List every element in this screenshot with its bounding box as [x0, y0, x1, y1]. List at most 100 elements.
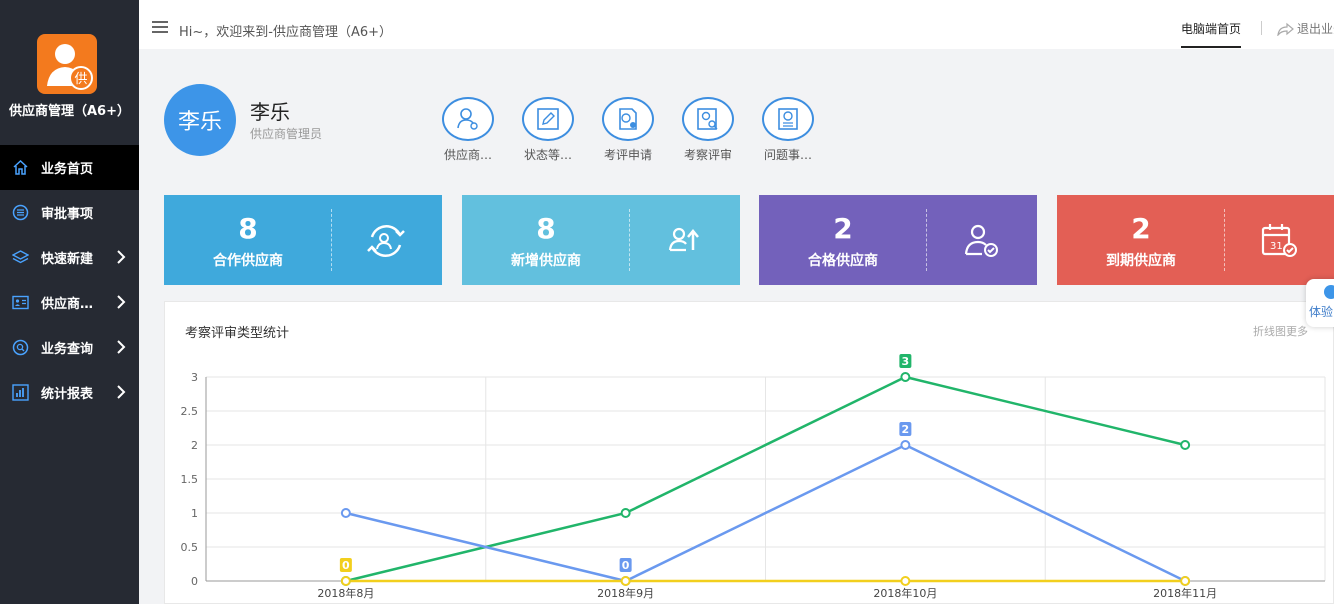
- data-point: [620, 576, 631, 586]
- quick-action-label: 考察评审: [683, 148, 732, 162]
- experience-button[interactable]: 体验: [1306, 279, 1334, 327]
- data-point: [1180, 576, 1191, 586]
- app-logo: 供: [37, 34, 97, 94]
- stat-card-new[interactable]: 8 新增供应商: [462, 195, 740, 285]
- user-name: 李乐: [250, 100, 290, 124]
- chevron-right-icon: [117, 385, 126, 399]
- quick-action-evaluation-apply[interactable]: 考评申请: [590, 97, 666, 163]
- data-point: [620, 508, 631, 518]
- sidebar-item-label: 统计报表: [41, 387, 94, 402]
- user-up-icon: [662, 219, 706, 263]
- quick-action-label: 状态等…: [523, 148, 572, 162]
- y-tick-label: 1: [191, 507, 198, 520]
- user-plus-icon: [457, 108, 478, 130]
- y-tick-label: 2.5: [181, 405, 199, 418]
- chart-more-link[interactable]: 折线图更多: [1253, 325, 1308, 338]
- data-point: [900, 576, 911, 586]
- sidebar-item-query[interactable]: 业务查询: [0, 325, 139, 370]
- stat-value: 2: [833, 212, 853, 245]
- sidebar-item-quick-create[interactable]: 快速新建: [0, 235, 139, 280]
- logout-label: 退出业务: [1297, 22, 1334, 36]
- data-label: 3: [902, 355, 910, 368]
- quick-action-issues[interactable]: 问题事…: [750, 97, 826, 163]
- list-circle-icon: [12, 204, 29, 221]
- document-info-icon: [619, 108, 637, 130]
- app-name: 供应商管理（A6+）: [9, 104, 130, 119]
- avatar: 李乐: [164, 84, 236, 156]
- user-role: 供应商管理员: [250, 127, 323, 141]
- x-tick-label: 2018年8月: [317, 586, 374, 600]
- divider: [1261, 21, 1262, 35]
- share-arrow-icon: [1277, 22, 1294, 36]
- stat-card-expired[interactable]: 2 到期供应商 31: [1057, 195, 1334, 285]
- line-chart: 0 0.5 1 1.5 2 2.5 3 2018年8月 2018年9月 2018年10月 2018年…: [181, 354, 1326, 600]
- search-circle-icon: [12, 339, 29, 356]
- data-point: [340, 576, 351, 586]
- sidebar-item-supplier[interactable]: 供应商…: [0, 280, 139, 325]
- stat-value: 8: [536, 212, 556, 245]
- chart-title: 考察评审类型统计: [185, 326, 290, 341]
- y-tick-label: 2: [191, 439, 198, 452]
- data-label-bg: [339, 558, 352, 572]
- chart-panel: 考察评审类型统计 折线图更多 0 0.5 1 1.5 2 2.5 3 2018年8月 2018年…: [164, 301, 1334, 604]
- sidebar-item-label: 供应商…: [41, 297, 94, 312]
- quick-action-supplier[interactable]: 供应商…: [430, 97, 506, 163]
- data-point: [900, 372, 911, 382]
- edit-icon: [537, 108, 559, 130]
- x-tick-label: 2018年10月: [873, 586, 937, 600]
- quick-action-label: 供应商…: [443, 148, 492, 162]
- sidebar-item-label: 业务查询: [41, 342, 94, 357]
- user-logo-icon: 供: [47, 44, 93, 90]
- data-label-bg: [619, 558, 632, 572]
- sidebar-item-home[interactable]: 业务首页: [0, 145, 139, 190]
- data-point: [340, 508, 351, 518]
- stat-value: 2: [1131, 212, 1151, 245]
- data-label-bg: [899, 354, 912, 368]
- sidebar-item-label: 快速新建: [41, 252, 94, 267]
- sidebar-item-label: 业务首页: [41, 162, 94, 177]
- data-point: [900, 440, 911, 450]
- stat-label: 合格供应商: [808, 253, 878, 269]
- user-check-icon: [959, 219, 1003, 263]
- stat-label: 到期供应商: [1106, 253, 1176, 269]
- chevron-right-icon: [117, 340, 126, 354]
- quick-action-inspection[interactable]: 考察评审: [670, 97, 746, 163]
- top-bar: Hi~，欢迎来到-供应商管理（A6+） 电脑端首页 退出业务: [139, 0, 1334, 49]
- y-tick-label: 3: [191, 371, 198, 384]
- x-tick-label: 2018年11月: [1153, 586, 1217, 600]
- data-label: 0: [622, 559, 630, 572]
- id-card-icon: [12, 294, 29, 311]
- layers-icon: [12, 249, 29, 266]
- calendar-check-icon: 31: [1257, 219, 1301, 263]
- data-label: 0: [342, 559, 350, 572]
- chevron-right-icon: [117, 250, 126, 264]
- sidebar-item-reports[interactable]: 统计报表: [0, 370, 139, 415]
- logout-link[interactable]: 退出业务: [1276, 20, 1334, 37]
- sidebar-item-approvals[interactable]: 审批事项: [0, 190, 139, 235]
- data-point: [1180, 440, 1191, 450]
- logo-char: 供: [74, 72, 87, 87]
- stat-value: 8: [238, 212, 258, 245]
- series-line: [345, 443, 1186, 583]
- sidebar-nav: 业务首页 审批事项 快速新建 供应商… 业务查询: [0, 145, 139, 415]
- cooperation-icon: [364, 219, 408, 263]
- stat-card-cooperating[interactable]: 8 合作供应商: [164, 195, 442, 285]
- bar-chart-icon: [12, 384, 29, 401]
- quick-action-label: 问题事…: [763, 148, 812, 162]
- quick-action-status[interactable]: 状态等…: [510, 97, 586, 163]
- y-tick-label: 0.5: [181, 541, 199, 554]
- y-tick-label: 1.5: [181, 473, 199, 486]
- home-icon: [12, 159, 29, 176]
- experience-label: 体验: [1309, 305, 1334, 319]
- sidebar: 供 供应商管理（A6+） 业务首页 审批事项 快速新建: [0, 0, 139, 604]
- stat-card-qualified[interactable]: 2 合格供应商: [759, 195, 1037, 285]
- x-tick-label: 2018年9月: [597, 586, 654, 600]
- chevron-right-icon: [117, 295, 126, 309]
- question-doc-icon: [778, 108, 798, 130]
- svg-text:31: 31: [1270, 241, 1283, 252]
- menu-toggle-icon[interactable]: [152, 21, 168, 34]
- desktop-home-link[interactable]: 电脑端首页: [1181, 20, 1242, 48]
- user-search-icon: [697, 108, 718, 130]
- greeting-text: Hi~，欢迎来到-供应商管理（A6+）: [179, 25, 393, 40]
- stat-label: 新增供应商: [511, 253, 581, 269]
